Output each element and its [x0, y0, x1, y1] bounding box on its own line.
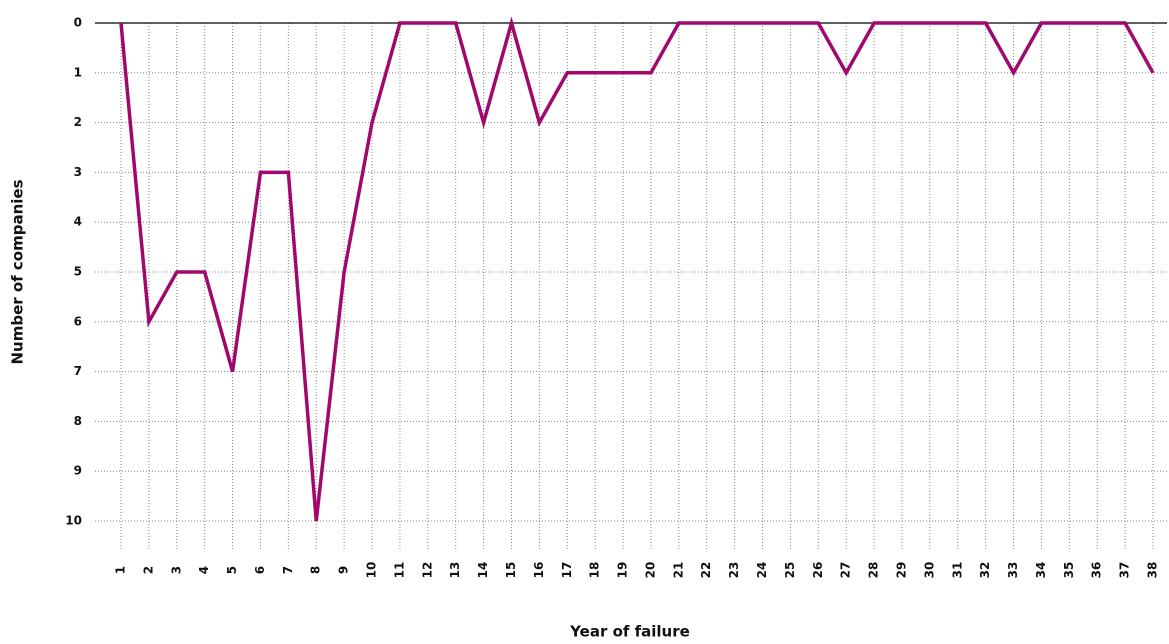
y-tick-label: 4 — [74, 215, 82, 229]
x-tick-label: 10 — [365, 562, 379, 579]
x-tick-label: 24 — [755, 562, 769, 579]
x-tick-label: 35 — [1062, 562, 1076, 579]
y-tick-label: 8 — [74, 414, 82, 428]
x-tick-label: 33 — [1006, 562, 1020, 579]
x-tick-label: 20 — [643, 562, 657, 579]
x-tick-label: 27 — [839, 562, 853, 579]
x-tick-label: 13 — [448, 562, 462, 579]
x-tick-label: 1 — [114, 566, 128, 574]
x-tick-label: 21 — [671, 562, 685, 579]
x-tick-label: 6 — [253, 566, 267, 574]
y-tick-label: 3 — [74, 165, 82, 179]
y-tick-label: 6 — [74, 314, 82, 328]
y-axis-label: Number of companies — [9, 179, 27, 364]
x-tick-label: 14 — [476, 562, 490, 579]
x-tick-label: 4 — [197, 566, 211, 574]
x-tick-label: 30 — [922, 562, 936, 579]
x-tick-label: 29 — [894, 562, 908, 579]
y-tick-label: 5 — [74, 265, 82, 279]
x-tick-label: 19 — [616, 562, 630, 579]
x-tick-label: 32 — [978, 562, 992, 579]
x-tick-label: 12 — [420, 562, 434, 579]
x-tick-label: 37 — [1118, 562, 1132, 579]
x-tick-label: 34 — [1034, 562, 1048, 579]
y-tick-label: 9 — [74, 464, 82, 478]
x-tick-label: 26 — [811, 562, 825, 579]
x-tick-label: 3 — [169, 566, 183, 574]
x-tick-label: 9 — [337, 566, 351, 574]
x-tick-label: 17 — [560, 562, 574, 579]
x-tick-label: 38 — [1146, 562, 1160, 579]
x-tick-label: 23 — [727, 562, 741, 579]
x-tick-label: 36 — [1090, 562, 1104, 579]
x-tick-label: 15 — [504, 562, 518, 579]
x-tick-label: 22 — [699, 562, 713, 579]
x-tick-label: 31 — [950, 562, 964, 579]
x-tick-label: 18 — [588, 562, 602, 579]
y-tick-label: 1 — [74, 65, 82, 79]
x-tick-label: 5 — [225, 566, 239, 574]
x-tick-label: 11 — [392, 562, 406, 579]
x-tick-label: 25 — [783, 562, 797, 579]
x-tick-label: 8 — [309, 566, 323, 574]
x-tick-label: 7 — [281, 566, 295, 574]
x-tick-label: 2 — [141, 566, 155, 574]
line-series — [119, 16, 1155, 522]
y-tick-label: 0 — [74, 16, 82, 30]
y-tick-label: 7 — [74, 364, 82, 378]
y-tick-label: 2 — [74, 115, 82, 129]
y-tick-label: 10 — [65, 514, 82, 528]
x-axis-label: Year of failure — [569, 623, 690, 641]
x-tick-label: 16 — [532, 562, 546, 579]
x-tick-label: 28 — [867, 562, 881, 579]
